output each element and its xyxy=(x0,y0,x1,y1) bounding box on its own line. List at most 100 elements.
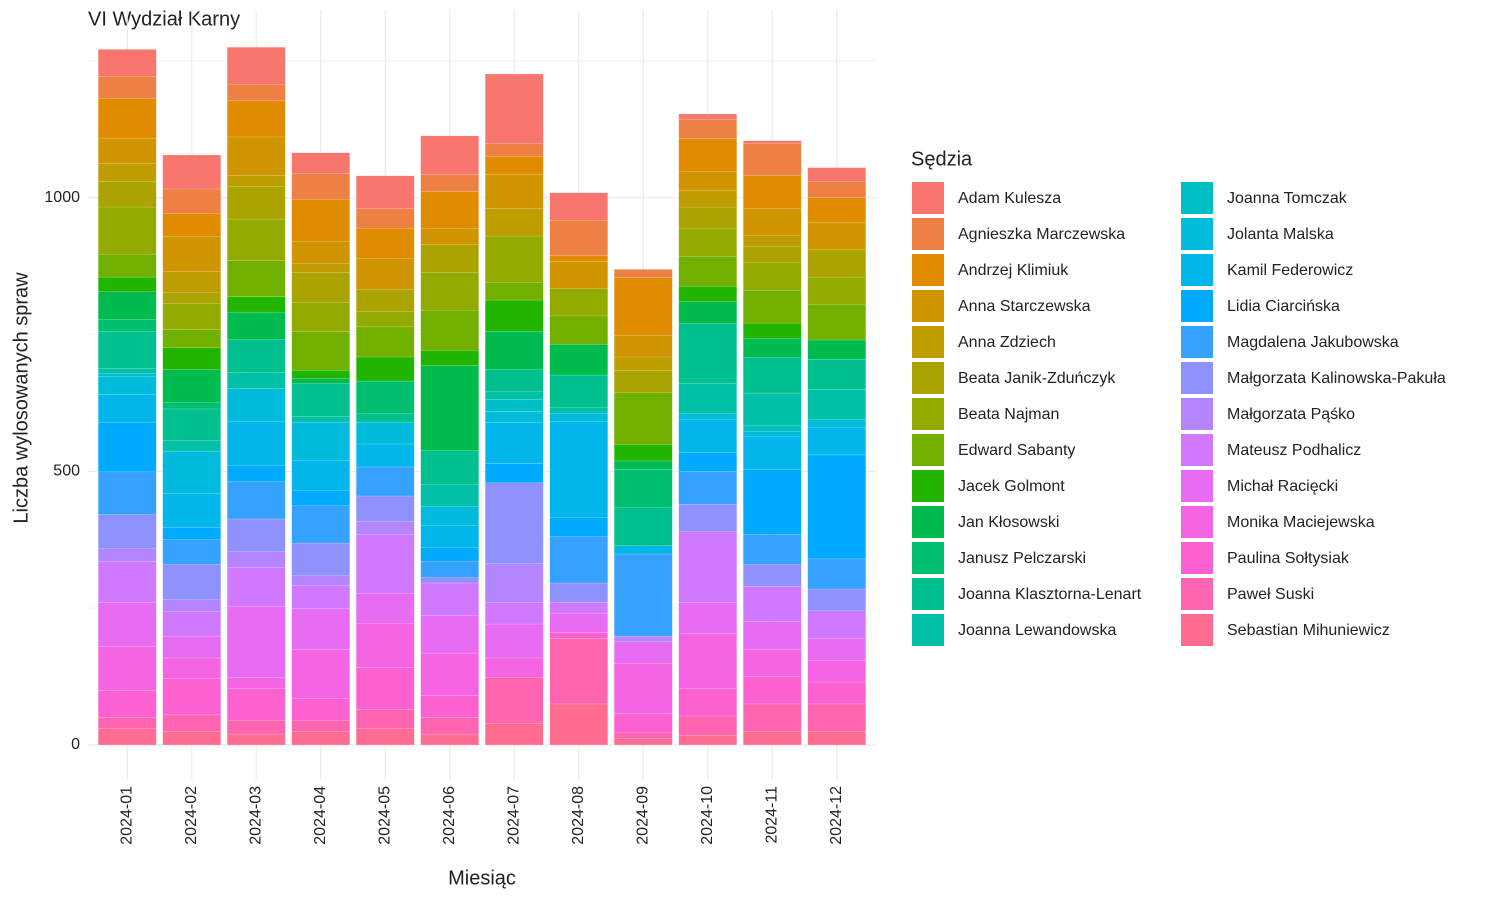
legend-label: Lidia Ciarcińska xyxy=(1227,298,1340,315)
legend-key xyxy=(912,578,944,610)
bar-segment xyxy=(807,167,866,182)
bar-segment xyxy=(678,413,737,420)
bar-segment xyxy=(678,228,737,257)
x-tick-label: 2024-02 xyxy=(183,786,200,845)
bar-segment xyxy=(678,633,737,689)
bar-segment xyxy=(807,419,866,428)
bar-segment xyxy=(678,688,737,717)
bar-segment xyxy=(420,271,479,311)
bar-segment xyxy=(485,143,544,157)
bar-segment xyxy=(678,206,737,230)
bar-segment xyxy=(356,413,415,423)
legend-key xyxy=(1181,578,1213,610)
bar-segment xyxy=(356,443,415,468)
bar-segment xyxy=(98,163,157,182)
legend-label: Paweł Suski xyxy=(1227,586,1314,603)
bar-segment xyxy=(485,399,544,412)
legend-key xyxy=(1181,290,1213,322)
bar-segment xyxy=(162,236,221,272)
y-tick-label: 500 xyxy=(53,463,80,480)
bar-segment xyxy=(98,97,157,139)
bar-segment xyxy=(227,518,286,552)
bar-segment xyxy=(227,218,286,261)
bar-segment xyxy=(98,373,157,377)
bar-segment xyxy=(162,635,221,659)
x-tick-label: 2024-05 xyxy=(376,786,393,845)
bar-segment xyxy=(162,369,221,403)
legend-label: Joanna Lewandowska xyxy=(958,622,1116,639)
bar-segment xyxy=(227,481,286,520)
legend-key xyxy=(1181,542,1213,574)
legend-label: Magdalena Jakubowska xyxy=(1227,334,1399,351)
bar-segment xyxy=(614,277,673,336)
bar-segment xyxy=(549,638,608,705)
bar-segment xyxy=(549,255,608,262)
legend-label: Janusz Pelczarski xyxy=(958,550,1086,567)
bar-segment xyxy=(807,197,866,223)
bar-segment xyxy=(162,527,221,540)
bar-segment xyxy=(678,119,737,139)
bar-segment xyxy=(420,135,479,175)
bar-segment xyxy=(420,228,479,245)
bar-segment xyxy=(807,588,866,612)
bar-segment xyxy=(743,262,802,291)
legend-key xyxy=(912,542,944,574)
bar-segment xyxy=(420,560,479,578)
bar-segment xyxy=(743,235,802,247)
bar-segment xyxy=(807,638,866,661)
y-tick-label: 1000 xyxy=(44,189,80,206)
bar-segment xyxy=(356,593,415,624)
bar-segment xyxy=(743,534,802,565)
bar-segment xyxy=(98,548,157,562)
bar-segment xyxy=(98,561,157,603)
x-tick-label: 2024-11 xyxy=(763,786,780,844)
bar-segment xyxy=(549,261,608,289)
bar-segment xyxy=(485,563,544,603)
bar-segment xyxy=(227,677,286,689)
bar-segment xyxy=(807,659,866,683)
bar-segment xyxy=(162,303,221,330)
bar-segment xyxy=(356,534,415,594)
bar-segment xyxy=(549,703,608,746)
x-tick-label: 2024-07 xyxy=(505,786,522,845)
bar-segment xyxy=(807,558,866,590)
bar-segment xyxy=(227,260,286,297)
bar-segment xyxy=(291,263,350,273)
legend-label: Sebastian Mihuniewicz xyxy=(1227,622,1390,639)
bar-segment xyxy=(485,155,544,175)
bar-segment xyxy=(98,690,157,718)
bar-segment xyxy=(98,394,157,423)
x-tick-label: 2024-08 xyxy=(570,786,587,845)
bar-segment xyxy=(162,402,221,410)
bar-segment xyxy=(291,272,350,303)
bar-segment xyxy=(549,344,608,376)
bar-segment xyxy=(549,288,608,317)
bar-segment xyxy=(98,137,157,164)
bar-segment xyxy=(743,586,802,622)
bar-segment xyxy=(356,175,415,209)
bar-segment xyxy=(549,315,608,345)
bar-segment xyxy=(98,253,157,278)
bar-segment xyxy=(420,310,479,351)
bar-segment xyxy=(678,383,737,415)
y-tick-label: 0 xyxy=(71,736,80,753)
bar-segment xyxy=(291,505,350,544)
bar-segment xyxy=(227,339,286,373)
legend-label: Andrzej Klimiuk xyxy=(958,262,1069,279)
bar-segment xyxy=(291,152,350,174)
bar-segment xyxy=(743,140,802,144)
bar-segment xyxy=(162,731,221,746)
bar-segment xyxy=(98,76,157,99)
bar-segment xyxy=(420,582,479,616)
bar-segment xyxy=(807,703,866,732)
bar-segment xyxy=(420,365,479,451)
bar-segment xyxy=(356,466,415,497)
bar-segment xyxy=(420,174,479,192)
bar-segment xyxy=(291,460,350,491)
bar-segment xyxy=(678,734,737,746)
bar-segment xyxy=(807,681,866,705)
bar-segment xyxy=(485,422,544,464)
bar-segment xyxy=(807,731,866,746)
legend-label: Anna Starczewska xyxy=(958,298,1091,315)
bar-segment xyxy=(743,322,802,339)
